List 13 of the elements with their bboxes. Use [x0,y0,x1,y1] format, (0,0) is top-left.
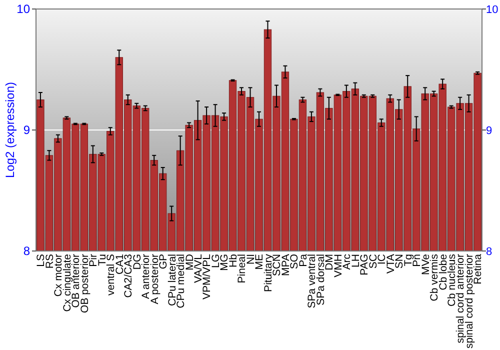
y2-tick-label: 8 [486,246,492,258]
y-tick-label: 10 [16,2,30,16]
y2-tick-label: 10 [486,4,498,16]
x-tick-label: DG [131,254,144,270]
y-tick-label: 8 [23,244,30,258]
y-tick-label: 9 [23,123,30,138]
x-tick-label: A posterior [148,254,161,304]
x-tick-label: RS [44,254,56,269]
x-tick-label: OB posterior [78,254,91,313]
x-tick-label: CPu medial [175,254,187,308]
y-axis-title: Log2 (expression) [3,82,18,178]
y2-tick-label: 9 [486,124,492,137]
x-tick-label: Tg [402,254,414,266]
